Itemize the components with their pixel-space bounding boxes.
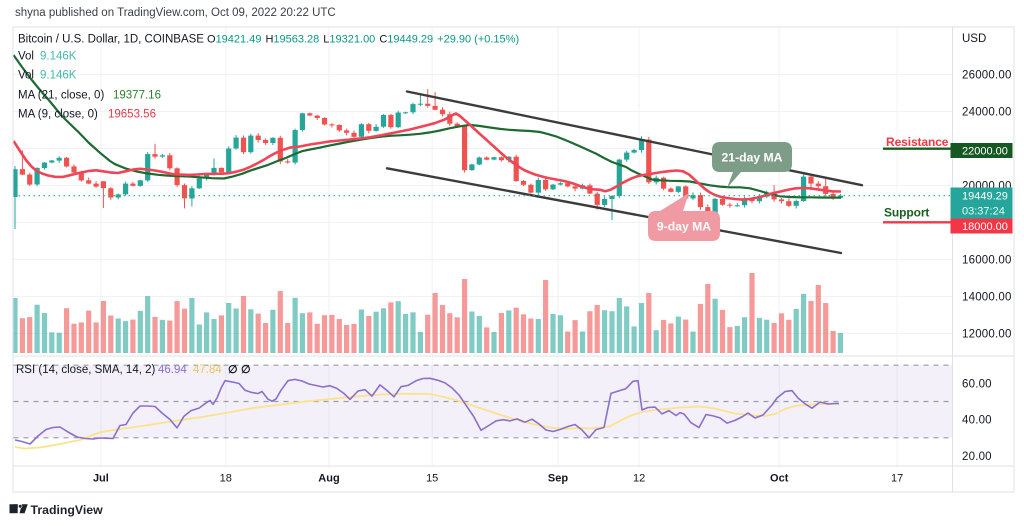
svg-text:17: 17: [891, 473, 903, 485]
svg-text:12000.00: 12000.00: [962, 329, 1012, 341]
svg-text:9-day MA: 9-day MA: [657, 220, 711, 234]
svg-text:40.00: 40.00: [962, 415, 992, 427]
svg-text:Vol: Vol: [18, 51, 34, 63]
svg-text:MA (21, close, 0): MA (21, close, 0): [18, 90, 104, 102]
svg-text:20.00: 20.00: [962, 451, 992, 463]
svg-text:MA (9, close, 0): MA (9, close, 0): [18, 109, 98, 121]
svg-text:RSI (14, close, SMA, 14, 2): RSI (14, close, SMA, 14, 2): [16, 364, 156, 376]
svg-text:Aug: Aug: [318, 473, 339, 485]
svg-text:03:37:24: 03:37:24: [962, 206, 1005, 218]
svg-text:Support: Support: [884, 206, 929, 220]
svg-text:18000.00: 18000.00: [962, 221, 1008, 233]
svg-text:Resistance: Resistance: [886, 135, 949, 149]
svg-text:16000.00: 16000.00: [962, 255, 1012, 267]
svg-text:19449.29: 19449.29: [962, 191, 1008, 203]
svg-text:19653.56: 19653.56: [108, 109, 156, 121]
svg-text:19377.16: 19377.16: [113, 90, 161, 102]
svg-text:Jul: Jul: [93, 473, 109, 485]
svg-text:22000.00: 22000.00: [962, 146, 1008, 158]
svg-text:Vol: Vol: [18, 70, 34, 82]
svg-text:9.146K: 9.146K: [40, 70, 77, 82]
svg-text:∅: ∅: [241, 364, 251, 376]
svg-text:12: 12: [633, 473, 645, 485]
svg-text:Bitcoin / U.S. Dollar, 1D, COI: Bitcoin / U.S. Dollar, 1D, COINBASE: [18, 34, 204, 46]
svg-text:60.00: 60.00: [962, 378, 992, 390]
svg-text:46.94: 46.94: [158, 364, 187, 376]
svg-text:18: 18: [220, 473, 232, 485]
svg-text:shyna published on TradingView: shyna published on TradingView.com, Oct …: [15, 7, 336, 19]
svg-text:26000.00: 26000.00: [962, 70, 1012, 82]
svg-text:24000.00: 24000.00: [962, 107, 1012, 119]
svg-text:47.84: 47.84: [193, 364, 222, 376]
svg-text:USD: USD: [962, 33, 986, 45]
svg-text:21-day MA: 21-day MA: [722, 151, 783, 165]
svg-text:14000.00: 14000.00: [962, 292, 1012, 304]
svg-text:TradingView: TradingView: [31, 503, 104, 517]
svg-text:Oct: Oct: [770, 473, 789, 485]
svg-text:15: 15: [426, 473, 438, 485]
svg-text:9.146K: 9.146K: [40, 51, 77, 63]
svg-text:Sep: Sep: [548, 473, 568, 485]
svg-text:∅: ∅: [228, 364, 238, 376]
